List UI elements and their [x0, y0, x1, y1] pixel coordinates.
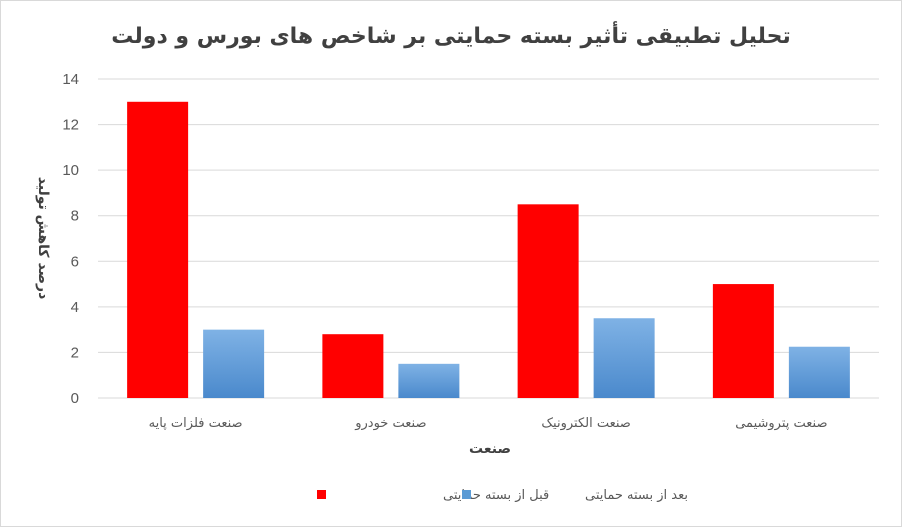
x-category-label: صنعت خودرو [354, 416, 426, 431]
bar-before-0 [127, 101, 189, 399]
chart-title: تحلیل تطبیقی تأثیر بسته حمایتی بر شاخص ه… [111, 20, 791, 49]
legend-swatch-before [317, 490, 326, 499]
bar-after-2 [593, 318, 655, 398]
legend-label-after: بعد از بسته حمایتی [585, 488, 688, 503]
y-tick-label: 8 [71, 208, 79, 225]
bar-after-1 [398, 363, 460, 398]
y-tick-label: 0 [71, 390, 79, 407]
bar-before-2 [517, 204, 579, 398]
y-tick-labels: 0 2 4 6 8 10 12 14 [62, 71, 79, 407]
y-tick-label: 12 [62, 117, 79, 134]
x-category-label: صنعت الکترونیک [541, 416, 630, 431]
y-tick-label: 4 [71, 299, 79, 316]
y-tick-label: 14 [62, 71, 79, 88]
legend-label-before: قبل از بسته حمایتی [443, 488, 549, 503]
bar-before-3 [712, 284, 774, 398]
x-category-labels: صنعت فلزات پایه صنعت خودرو صنعت الکترونیک ص… [149, 416, 828, 431]
x-axis-title: صنعت [469, 441, 511, 457]
y-axis-title: درصد کاهش تولید [35, 177, 51, 300]
y-tick-label: 2 [71, 344, 79, 361]
bar-before-1 [322, 334, 384, 398]
bar-after-0 [203, 329, 265, 398]
bar-after-3 [788, 346, 850, 398]
x-category-label: صنعت فلزات پایه [149, 416, 243, 431]
legend-swatch-after [462, 490, 471, 499]
y-tick-label: 10 [62, 162, 79, 179]
bars [127, 101, 850, 399]
legend: قبل از بسته حمایتی بعد از بسته حمایتی [317, 488, 688, 503]
x-category-label: صنعت پتروشیمی [735, 416, 827, 431]
y-tick-label: 6 [71, 253, 79, 270]
